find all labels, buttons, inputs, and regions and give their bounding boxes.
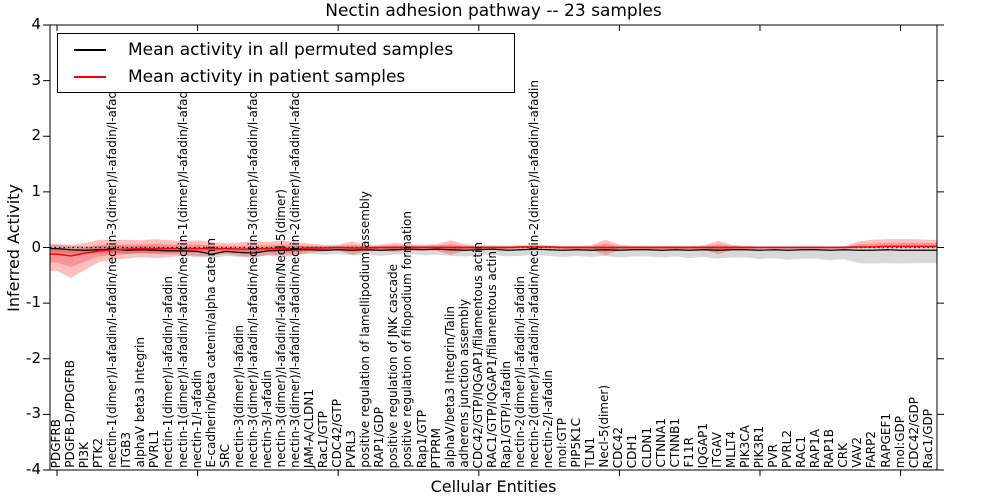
x-category-label: RAC1	[794, 436, 809, 468]
x-category-label: nectin-1(dimer)/l-afadin/l-afadin	[161, 276, 176, 468]
x-category-label: CDC42	[611, 426, 626, 468]
x-category-label: Rap1/GTP	[414, 409, 429, 468]
x-category-label: FARP2	[864, 430, 879, 468]
permuted-band	[50, 244, 937, 264]
y-tick-label: -1	[26, 293, 41, 312]
x-category-label: alphaV beta3 Integrin	[133, 337, 148, 468]
y-tick-label: 1	[31, 181, 41, 200]
x-category-label: alphaV/beta3 Integrin/Talin	[442, 306, 457, 468]
permuted-line-swatch	[74, 48, 106, 51]
x-category-label: RAC1/GTP/IQGAP1/filamentous actin	[484, 250, 499, 468]
x-category-label: mol:GTP	[555, 418, 570, 468]
x-category-label: CLDN1	[639, 427, 654, 468]
x-category-label: PTPRM	[428, 427, 443, 469]
x-category-label: Necl-5(dimer)	[597, 385, 612, 468]
x-category-label: PI3K	[77, 441, 92, 468]
y-tick-label: -2	[26, 348, 41, 367]
x-category-label: VAV2	[850, 437, 865, 468]
x-category-label: TLN1	[583, 437, 598, 468]
x-category-label: mol:GDP	[892, 415, 907, 468]
patient-mean-line	[50, 245, 937, 257]
x-category-label: CDH1	[625, 433, 640, 468]
legend-label-permuted: Mean activity in all permuted samples	[128, 39, 454, 60]
y-tick-label: 2	[31, 126, 41, 145]
x-category-label: PVRL1	[147, 429, 162, 468]
x-category-label: PDGFRB	[49, 418, 63, 468]
x-category-label: CTNNA1	[653, 418, 668, 468]
x-category-label: positive regulation of JNK cascade	[386, 263, 401, 468]
x-category-label: nectin-2(dimer)/l-afadin/l-afadin	[512, 276, 527, 468]
x-category-label: nectin-3(dimer)/l-afadin	[231, 325, 246, 468]
legend: Mean activity in all permuted samples Me…	[57, 33, 515, 93]
x-category-label: PIK3R1	[751, 425, 766, 468]
x-category-label: IQGAP1	[695, 422, 710, 468]
x-category-label: PIP5K1C	[569, 418, 584, 468]
x-category-label: nectin-2(dimer)/l-afadin/l-afadin/nectin…	[527, 80, 542, 468]
permuted-mean-line	[50, 248, 937, 255]
x-category-label: RAPGEF1	[878, 413, 893, 468]
x-category-label: CDC42/GTP/IQGAP1/filamentous actin	[470, 241, 485, 468]
page-title: Nectin adhesion pathway -- 23 samples	[325, 1, 662, 21]
y-tick-label: 3	[31, 70, 41, 89]
x-category-label: PIK3CA	[737, 425, 752, 468]
x-axis-label: Cellular Entities	[430, 477, 557, 496]
legend-label-patient: Mean activity in patient samples	[128, 66, 406, 87]
x-category-label: nectin-1/l-afadin	[189, 369, 204, 468]
x-category-label: PVR	[766, 444, 781, 468]
x-category-label: JAM-A/CLDN1	[302, 388, 317, 468]
x-category-label: nectin-3(dimer)/l-afadin/l-afadin/Necl-5…	[273, 189, 288, 468]
x-category-label: CDC42/GTP	[330, 399, 345, 468]
x-category-label: positive regulation of lamellipodium ass…	[358, 191, 373, 468]
x-category-label: Rap1/GTP/l-afadin	[498, 360, 513, 468]
x-category-label: nectin-3(dimer)/l-afadin/l-afadin/nectin…	[288, 80, 302, 468]
x-category-label: nectin-1(dimer)/l-afadin/l-afadin/nectin…	[175, 80, 190, 468]
legend-item-permuted: Mean activity in all permuted samples	[58, 37, 514, 63]
x-category-label: ITGB3	[119, 431, 134, 468]
patient-line-swatch	[74, 75, 106, 78]
x-category-label: ITGAV	[709, 432, 724, 468]
x-category-label: CTNNB1	[667, 418, 682, 468]
x-category-label: RAP1/GDP	[372, 407, 387, 468]
x-category-label: nectin-3(dimer)/l-afadin/l-afadin/nectin…	[245, 80, 260, 468]
y-tick-label: -3	[26, 404, 41, 423]
x-category-label: PDGFB-D/PDGFRB	[63, 360, 78, 468]
legend-item-patient: Mean activity in patient samples	[58, 64, 514, 90]
x-category-label: F11R	[681, 437, 696, 468]
x-category-label: adherens junction assembly	[456, 299, 471, 468]
y-tick-label: 4	[31, 15, 41, 33]
y-tick-label: -4	[26, 460, 41, 478]
x-category-label: SRC	[217, 444, 232, 468]
x-category-label: RAP1A	[808, 428, 823, 468]
x-category-label: CRK	[836, 443, 851, 468]
x-category-label: nectin-1(dimer)/l-afadin/l-afadin/nectin…	[105, 80, 120, 468]
x-category-label: RAP1B	[822, 428, 837, 468]
x-category-label: PTK2	[91, 437, 106, 468]
x-category-label: positive regulation of filopodium format…	[400, 211, 415, 468]
x-category-label: E-cadherin/beta catenin/alpha catenin	[203, 238, 218, 468]
x-category-label: CDC42/GDP	[906, 396, 921, 468]
x-category-label: Rac1/GDP	[920, 408, 935, 468]
x-category-label: MLLT4	[723, 430, 738, 468]
y-tick-label: 0	[31, 237, 41, 256]
x-category-label: PVRL3	[344, 429, 359, 468]
x-category-label: nectin-3/l-afadin	[259, 369, 274, 468]
x-category-label: PVRL2	[780, 429, 795, 468]
x-category-label: nectin-2/l-afadin	[541, 369, 556, 468]
x-category-label: Rac1/GTP	[316, 410, 331, 468]
